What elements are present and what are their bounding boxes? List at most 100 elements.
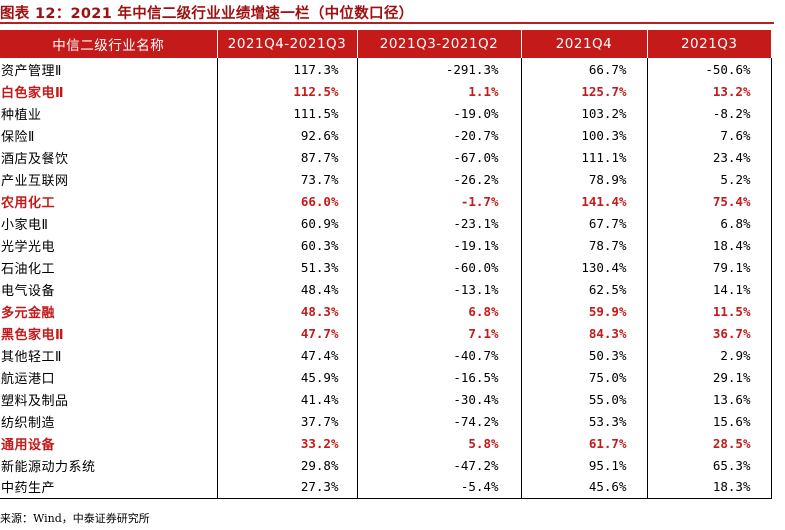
q3-value-cell: 6.8% [646,212,772,234]
q4-vs-q3-cell: 87.7% [216,146,358,168]
table-row: 纺织制造 37.7% -74.2% 53.3% 15.6% [0,410,772,432]
industry-name-cell: 石油化工 [0,256,218,278]
q3-value-cell: 7.6% [646,124,772,146]
q4-vs-q3-cell: 112.5% [216,80,358,102]
table-row: 种植业 111.5% -19.0% 103.2% -8.2% [0,102,772,124]
q3-vs-q2-cell: 6.8% [356,300,522,322]
figure-title-bar: 图表 12：2021 年中信二级行业业绩增速一栏（中位数口径） [0,0,774,24]
table-body: 资产管理Ⅱ 117.3% -291.3% 66.7% -50.6% 白色家电Ⅱ 112.5%… [0,58,772,499]
q3-value-cell: -50.6% [646,58,772,80]
q4-value-cell: 100.3% [520,124,648,146]
q3-value-cell: 18.4% [646,234,772,256]
q4-vs-q3-cell: 51.3% [216,256,358,278]
q4-vs-q3-cell: 73.7% [216,168,358,190]
column-header-2021q3: 2021Q3 [646,30,771,58]
q3-value-cell: 13.2% [646,80,772,102]
q3-value-cell: 14.1% [646,278,772,300]
table-row: 其他轻工Ⅱ 47.4% -40.7% 50.3% 2.9% [0,344,772,366]
q3-vs-q2-cell: -19.1% [356,234,522,256]
column-header-2021q4: 2021Q4 [520,30,647,58]
q3-vs-q2-cell: -40.7% [356,344,522,366]
table-row: 农用化工 66.0% -1.7% 141.4% 75.4% [0,190,772,212]
industry-name-cell: 资产管理Ⅱ [0,58,218,80]
q4-value-cell: 78.9% [520,168,648,190]
q4-vs-q3-cell: 29.8% [216,454,358,476]
industry-name-cell: 多元金融 [0,300,218,322]
table-row: 石油化工 51.3% -60.0% 130.4% 79.1% [0,256,772,278]
q3-vs-q2-cell: -60.0% [356,256,522,278]
industry-name-cell: 通用设备 [0,432,218,454]
q3-value-cell: 28.5% [646,432,772,454]
industry-name-cell: 小家电Ⅱ [0,212,218,234]
q3-vs-q2-cell: -19.0% [356,102,522,124]
q4-value-cell: 45.6% [520,476,648,499]
q4-value-cell: 53.3% [520,410,648,432]
industry-name-cell: 黑色家电Ⅱ [0,322,218,344]
q4-vs-q3-cell: 37.7% [216,410,358,432]
column-header-q3-vs-q2: 2021Q3-2021Q2 [356,30,521,58]
q4-value-cell: 62.5% [520,278,648,300]
industry-name-cell: 新能源动力系统 [0,454,218,476]
table-header-row: 中信二级行业名称 2021Q4-2021Q3 2021Q3-2021Q2 202… [0,30,771,58]
q3-value-cell: 5.2% [646,168,772,190]
q3-vs-q2-cell: -13.1% [356,278,522,300]
q4-vs-q3-cell: 45.9% [216,366,358,388]
q3-vs-q2-cell: -23.1% [356,212,522,234]
industry-name-cell: 其他轻工Ⅱ [0,344,218,366]
q4-value-cell: 61.7% [520,432,648,454]
q4-value-cell: 66.7% [520,58,648,80]
industry-growth-table: 中信二级行业名称 2021Q4-2021Q3 2021Q3-2021Q2 202… [0,30,772,499]
industry-name-cell: 农用化工 [0,190,218,212]
q3-vs-q2-cell: 7.1% [356,322,522,344]
q4-value-cell: 75.0% [520,366,648,388]
q3-value-cell: 65.3% [646,454,772,476]
q3-vs-q2-cell: -47.2% [356,454,522,476]
industry-name-cell: 纺织制造 [0,410,218,432]
q3-value-cell: 79.1% [646,256,772,278]
q4-vs-q3-cell: 47.7% [216,322,358,344]
industry-name-cell: 电气设备 [0,278,218,300]
q4-value-cell: 50.3% [520,344,648,366]
q4-vs-q3-cell: 92.6% [216,124,358,146]
q4-value-cell: 59.9% [520,300,648,322]
source-note: 来源：Wind，中泰证券研究所 [0,512,150,525]
q3-value-cell: 13.6% [646,388,772,410]
q3-vs-q2-cell: -20.7% [356,124,522,146]
table-row: 产业互联网 73.7% -26.2% 78.9% 5.2% [0,168,772,190]
q3-vs-q2-cell: -1.7% [356,190,522,212]
figure-title: 图表 12：2021 年中信二级行业业绩增速一栏（中位数口径） [0,6,414,22]
q4-vs-q3-cell: 47.4% [216,344,358,366]
industry-name-cell: 产业互联网 [0,168,218,190]
industry-name-cell: 保险Ⅱ [0,124,218,146]
q3-vs-q2-cell: 1.1% [356,80,522,102]
q4-vs-q3-cell: 48.4% [216,278,358,300]
q4-vs-q3-cell: 48.3% [216,300,358,322]
q3-value-cell: 11.5% [646,300,772,322]
table-row: 资产管理Ⅱ 117.3% -291.3% 66.7% -50.6% [0,58,772,80]
q3-value-cell: 29.1% [646,366,772,388]
industry-name-cell: 塑料及制品 [0,388,218,410]
table-row: 塑料及制品 41.4% -30.4% 55.0% 13.6% [0,388,772,410]
q4-value-cell: 125.7% [520,80,648,102]
industry-name-cell: 航运港口 [0,366,218,388]
q3-value-cell: 23.4% [646,146,772,168]
q3-value-cell: 2.9% [646,344,772,366]
table-row: 新能源动力系统 29.8% -47.2% 95.1% 65.3% [0,454,772,476]
q3-vs-q2-cell: -30.4% [356,388,522,410]
q3-vs-q2-cell: -26.2% [356,168,522,190]
table-row: 小家电Ⅱ 60.9% -23.1% 67.7% 6.8% [0,212,772,234]
industry-name-cell: 光学光电 [0,234,218,256]
q4-vs-q3-cell: 60.9% [216,212,358,234]
column-header-industry: 中信二级行业名称 [0,30,217,58]
industry-name-cell: 种植业 [0,102,218,124]
q4-vs-q3-cell: 33.2% [216,432,358,454]
q4-value-cell: 111.1% [520,146,648,168]
q3-vs-q2-cell: 5.8% [356,432,522,454]
q4-vs-q3-cell: 60.3% [216,234,358,256]
industry-name-cell: 中药生产 [0,476,218,499]
q3-value-cell: 36.7% [646,322,772,344]
q4-value-cell: 55.0% [520,388,648,410]
q4-value-cell: 141.4% [520,190,648,212]
q3-vs-q2-cell: -67.0% [356,146,522,168]
q3-vs-q2-cell: -291.3% [356,58,522,80]
